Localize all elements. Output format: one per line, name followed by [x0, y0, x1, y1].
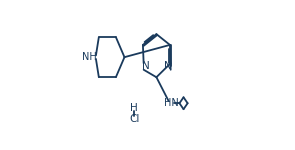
Text: HN: HN [164, 98, 179, 108]
Text: H: H [130, 103, 138, 113]
Text: Cl: Cl [130, 114, 140, 124]
Text: NH: NH [82, 52, 97, 62]
Text: N: N [164, 61, 172, 71]
Text: N: N [142, 61, 150, 71]
